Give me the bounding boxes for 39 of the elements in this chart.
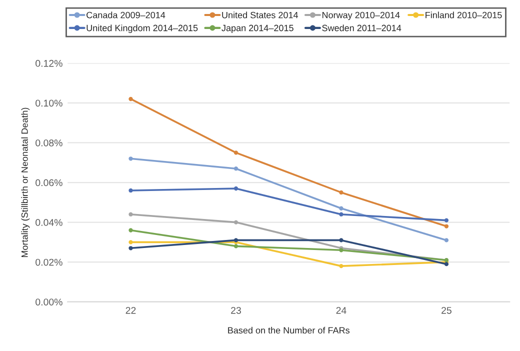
point: [339, 206, 344, 210]
point: [128, 156, 133, 161]
point: [339, 212, 344, 216]
legend-label: Norway 2010–2014: [322, 12, 400, 20]
x-tick-label: 24: [336, 306, 346, 314]
point: [128, 188, 133, 193]
point: [234, 220, 238, 224]
point: [339, 190, 344, 195]
y-tick-label: 0.10%: [36, 100, 62, 107]
legend-label: Sweden 2011–2014: [322, 24, 402, 32]
point: [128, 246, 133, 250]
point: [444, 238, 449, 242]
x-tick-label: 23: [231, 306, 241, 314]
point: [234, 186, 238, 191]
legend-label: United States 2014: [222, 12, 298, 18]
legend-label: United Kingdom 2014–2015: [86, 24, 198, 33]
y-tick-label: 0.08%: [36, 139, 62, 146]
legend-label: Canada 2009–2014: [86, 12, 166, 18]
point: [444, 224, 449, 228]
x-axis-title: Based on the Number of FARs: [228, 326, 350, 334]
point: [234, 150, 238, 155]
point: [339, 264, 344, 268]
point: [444, 218, 449, 222]
legend-label: Japan 2014–2015: [222, 24, 294, 33]
point: [234, 166, 238, 171]
y-axis-title: Mortality (Stillbirth or Neonatal Death): [21, 108, 30, 258]
point: [234, 244, 238, 248]
y-tick-label: 0.02%: [36, 258, 62, 266]
y-tick-label: 0.00%: [36, 298, 62, 306]
point: [128, 212, 133, 216]
point: [128, 240, 133, 244]
x-tick-label: 25: [442, 306, 452, 314]
legend-label: Finland 2010–2015: [426, 12, 502, 18]
y-tick-label: 0.12%: [36, 60, 62, 67]
y-tick-label: 0.04%: [36, 219, 62, 226]
x-tick-label: 22: [126, 306, 136, 314]
point: [339, 238, 344, 242]
y-tick-label: 0.06%: [36, 179, 62, 186]
point: [128, 96, 133, 102]
